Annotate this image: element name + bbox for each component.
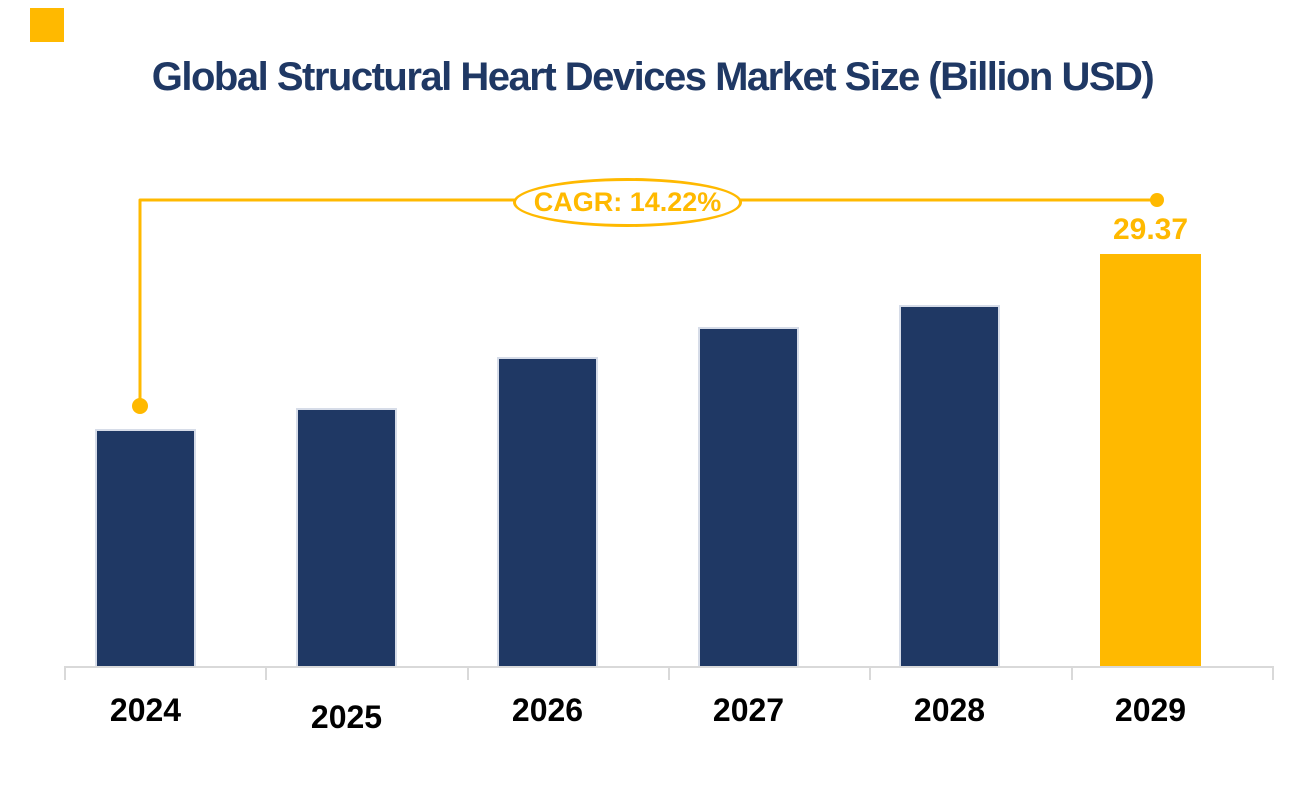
x-axis-label-2026: 2026 (511, 692, 584, 728)
axis-tick (1272, 666, 1274, 680)
bar-2026 (497, 357, 598, 666)
bar-2028 (899, 305, 1000, 666)
x-axis-label-2025: 2025 (310, 699, 383, 735)
x-axis-label-2029: 2029 (1114, 692, 1187, 728)
x-axis-label-2027: 2027 (712, 692, 785, 728)
x-axis-label-2028: 2028 (913, 692, 986, 728)
axis-tick (64, 666, 66, 680)
bar-2027 (698, 327, 799, 666)
axis-tick (466, 666, 469, 680)
chart-title: Global Structural Heart Devices Market S… (151, 55, 1155, 99)
axis-tick (668, 666, 670, 680)
axis-tick (1070, 666, 1073, 680)
axis-tick (265, 666, 268, 680)
axis-tick (869, 666, 872, 680)
x-axis-label-2024: 2024 (109, 692, 182, 728)
corner-accent-square (30, 8, 64, 42)
cagr-label: CAGR: 14.22% (533, 187, 722, 217)
bar-2029 (1100, 254, 1201, 666)
value-label-2029: 29.37 (1112, 213, 1189, 246)
bar-2025 (296, 408, 397, 666)
cagr-badge: CAGR: 14.22% (513, 178, 742, 227)
bar-2024 (95, 429, 196, 666)
